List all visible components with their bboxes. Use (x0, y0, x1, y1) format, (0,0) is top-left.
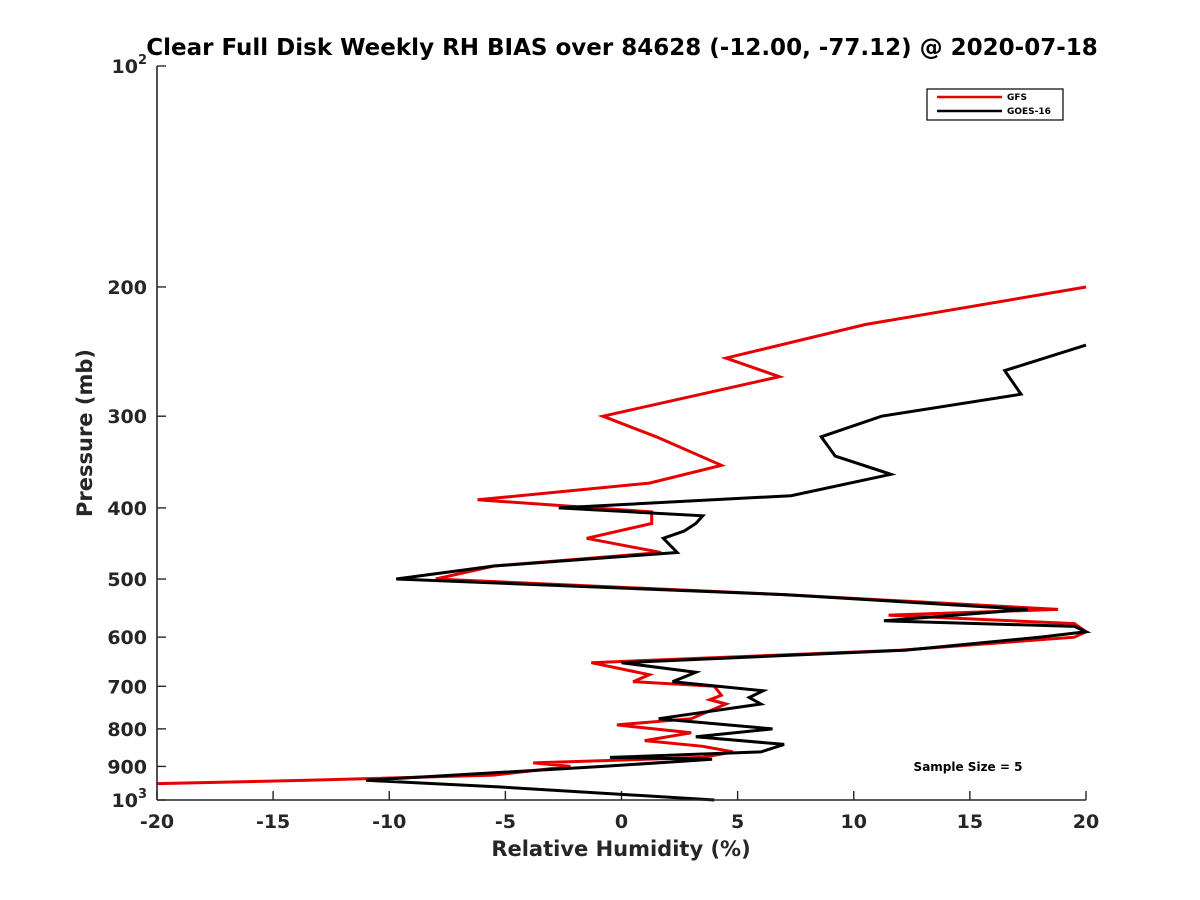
chart-title: Clear Full Disk Weekly RH BIAS over 8462… (146, 35, 1098, 61)
x-tick-label: -20 (140, 811, 174, 833)
y-tick-label: 200 (107, 277, 147, 299)
x-tick-label: 0 (615, 811, 628, 833)
y-tick-label: 400 (107, 498, 147, 520)
series-layer (156, 285, 1092, 802)
y-tick-label: 800 (107, 719, 147, 741)
x-tick-label: -5 (495, 811, 516, 833)
sample-size-annotation: Sample Size = 5 (914, 760, 1023, 774)
y-tick-label: 900 (107, 756, 147, 778)
x-tick-label: 5 (731, 811, 744, 833)
legend-box (926, 88, 1064, 121)
x-tick-label: -15 (256, 811, 290, 833)
y-tick-label: 103 (112, 787, 148, 812)
y-axis-label: Pressure (mb) (73, 349, 97, 517)
y-tick-label: 500 (107, 569, 147, 591)
legend-label-goes16: GOES-16 (1007, 107, 1051, 117)
x-tick-label: -10 (372, 811, 406, 833)
x-tick-label: 20 (1073, 811, 1099, 833)
y-tick-label: 300 (107, 406, 147, 428)
legend: GFS GOES-16 (926, 88, 1064, 121)
series-line-goes-16 (365, 343, 1092, 802)
x-axis-ticks: -20 -15 -10 -5 0 5 10 15 20 (140, 791, 1099, 833)
x-tick-label: 15 (957, 811, 983, 833)
y-tick-label: 600 (107, 627, 147, 649)
y-axis-ticks: 102 200 300 400 500 600 700 800 900 103 (107, 53, 166, 812)
legend-label-gfs: GFS (1007, 93, 1027, 103)
x-tick-label: 10 (841, 811, 867, 833)
y-tick-label: 700 (107, 676, 147, 698)
series-line-gfs (156, 285, 1089, 786)
y-tick-label: 102 (112, 53, 148, 78)
x-axis-label: Relative Humidity (%) (491, 837, 750, 861)
